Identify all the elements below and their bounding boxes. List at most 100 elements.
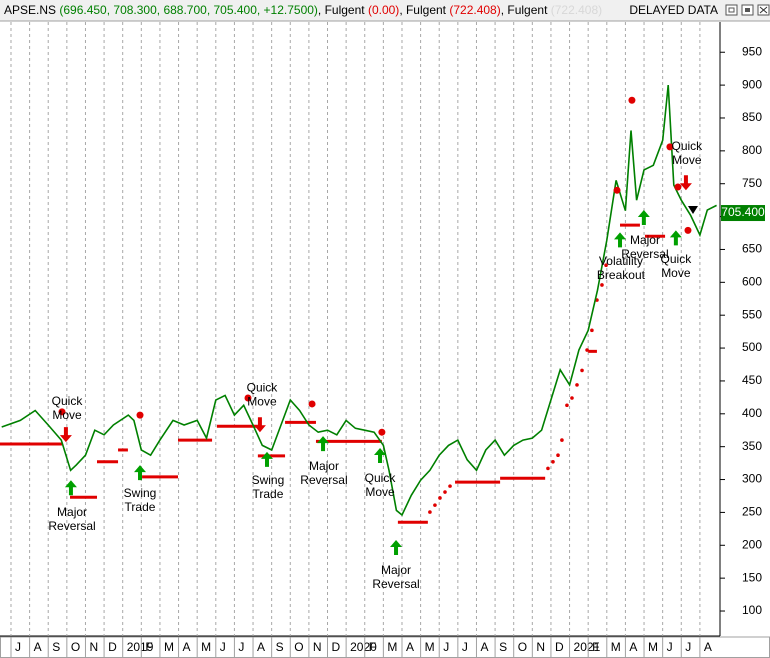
x-tick-label: M	[648, 640, 658, 654]
annotation: Swing	[124, 486, 157, 500]
y-tick-label: 450	[742, 373, 762, 387]
header-segment: (722.408)	[551, 3, 602, 17]
x-tick-label: M	[425, 640, 435, 654]
y-tick-label: 650	[742, 242, 762, 256]
x-tick-label: D	[555, 640, 564, 654]
trail-dot	[443, 490, 447, 494]
x-tick-label: J	[443, 640, 449, 654]
header-segment: (0.00)	[368, 3, 399, 17]
y-tick-label: 550	[742, 307, 762, 321]
annotation: Trade	[252, 487, 283, 501]
trail-dot	[428, 510, 432, 514]
annotation: Major	[309, 459, 339, 473]
buy-arrow	[614, 232, 627, 248]
buy-arrow	[390, 540, 403, 556]
annotation: Reversal	[48, 519, 95, 533]
annotation: Quick	[247, 380, 279, 394]
button-icon	[745, 8, 750, 12]
annotation: Quick	[672, 139, 704, 153]
x-tick-label: J	[685, 640, 691, 654]
y-tick-label: 800	[742, 143, 762, 157]
x-tick-label: F	[145, 640, 152, 654]
signal-dot	[378, 428, 386, 436]
status: DELAYED DATA	[629, 3, 718, 17]
signal-dot	[308, 400, 316, 408]
header-segment: (722.408)	[449, 3, 500, 17]
buy-arrow	[134, 465, 147, 481]
x-tick-label: A	[704, 640, 712, 654]
annotation: Reversal	[300, 473, 347, 487]
sell-arrow	[679, 175, 692, 191]
annotation: Move	[52, 408, 82, 422]
buy-arrow	[317, 436, 330, 452]
header-text: APSE.NS (696.450, 708.300, 688.700, 705.…	[4, 3, 602, 17]
x-tick-label: A	[183, 640, 191, 654]
last-value-box	[721, 205, 765, 222]
signal-dot	[58, 408, 66, 416]
trail-dot	[604, 263, 608, 268]
y-tick-label: 850	[742, 110, 762, 124]
signal-dot	[628, 96, 636, 104]
x-tick-label: J	[15, 640, 21, 654]
signal-dot	[666, 143, 674, 151]
x-tick-label: M	[611, 640, 621, 654]
x-tick-label: S	[499, 640, 507, 654]
minimize-button[interactable]	[725, 4, 738, 16]
trail-dot	[551, 459, 555, 464]
trail-dot	[565, 403, 569, 408]
x-tick-label: M	[201, 640, 211, 654]
button-icon	[759, 6, 768, 14]
y-tick-label: 300	[742, 472, 762, 486]
y-tick-label: 950	[742, 44, 762, 58]
x-tick-label: S	[52, 640, 60, 654]
y-tick-label: 400	[742, 406, 762, 420]
signal-dot	[244, 394, 252, 402]
buy-arrow	[374, 447, 387, 463]
annotation: Move	[672, 153, 702, 167]
x-tick-label: M	[387, 640, 397, 654]
annotation: Move	[247, 394, 277, 408]
header-segment: , Fulgent	[318, 3, 368, 17]
header-segment: , Fulgent	[501, 3, 551, 17]
x-tick-label: N	[536, 640, 545, 654]
last-value-label: 705.400	[721, 205, 765, 219]
x-tick-label: A	[629, 640, 637, 654]
annotation: Reversal	[621, 247, 668, 261]
annotation: Trade	[125, 500, 156, 514]
annotation: Swing	[252, 473, 285, 487]
signal-dot	[136, 411, 144, 419]
annotation: Volatility	[599, 254, 643, 268]
x-tick-label: J	[238, 640, 244, 654]
y-tick-label: 200	[742, 537, 762, 551]
x-tick-label: N	[89, 640, 98, 654]
y-tick-label: 250	[742, 505, 762, 519]
signal-dot	[613, 186, 621, 194]
trail-dot	[560, 438, 564, 442]
x-tick-label: 2019	[127, 640, 154, 654]
price-line	[1, 85, 717, 517]
annotation: Move	[661, 266, 691, 280]
annotation: Major	[381, 563, 411, 577]
x-tick-label: 2020	[350, 640, 377, 654]
x-tick-label: J	[667, 640, 673, 654]
y-tick-label: 900	[742, 77, 762, 91]
x-tick-label: A	[406, 640, 414, 654]
annotation: Major	[630, 233, 660, 247]
signal-dot	[674, 183, 682, 191]
y-tick-label: 500	[742, 340, 762, 354]
y-tick-label: 350	[742, 439, 762, 453]
annotation: Quick	[365, 471, 397, 485]
trail-dot	[433, 503, 437, 507]
x-tick-label: D	[108, 640, 117, 654]
x-tick-label: O	[71, 640, 80, 654]
x-tick-label: D	[332, 640, 341, 654]
trail-dot	[570, 396, 574, 400]
y-tick-label: 750	[742, 176, 762, 190]
buy-arrow	[637, 210, 650, 226]
sell-arrow	[253, 417, 266, 433]
x-tick-label: 2021	[574, 640, 601, 654]
x-tick-label: O	[518, 640, 527, 654]
x-tick-label: F	[369, 640, 376, 654]
